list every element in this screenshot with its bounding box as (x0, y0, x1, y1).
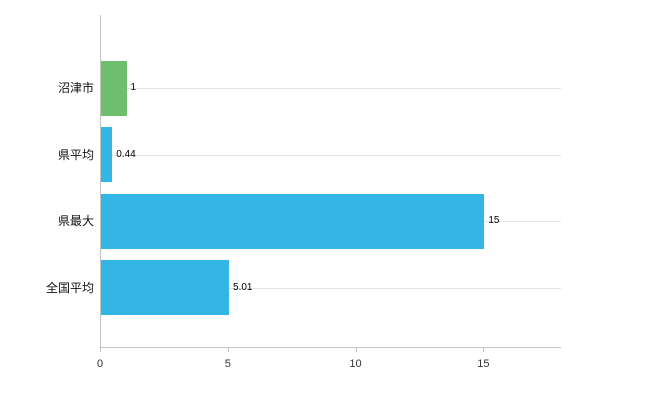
x-tick-mark (227, 348, 229, 352)
plot-area: 1 0.44 15 5.01 (100, 15, 561, 348)
gridline (101, 154, 561, 156)
gridline (101, 287, 561, 289)
value-label: 5.01 (233, 281, 253, 293)
bar-1 (101, 127, 113, 183)
x-tick-mark (355, 348, 357, 352)
x-tick-mark (483, 348, 485, 352)
category-label: 県平均 (57, 147, 94, 162)
value-label: 1 (130, 82, 137, 94)
x-tick-label: 0 (96, 358, 104, 370)
category-label: 全国平均 (45, 280, 94, 295)
x-tick-label: 10 (349, 358, 362, 370)
value-label: 0.44 (116, 148, 136, 160)
category-label: 県最大 (57, 214, 94, 229)
x-tick-mark (100, 348, 101, 352)
category-label: 沼津市 (57, 81, 94, 96)
x-tick-label: 5 (224, 358, 231, 370)
bar-0 (101, 60, 127, 116)
gridline (101, 88, 561, 90)
value-label: 15 (488, 215, 500, 227)
bar-3 (101, 260, 230, 316)
bar-2 (101, 193, 485, 249)
x-tick-label: 15 (477, 358, 490, 370)
